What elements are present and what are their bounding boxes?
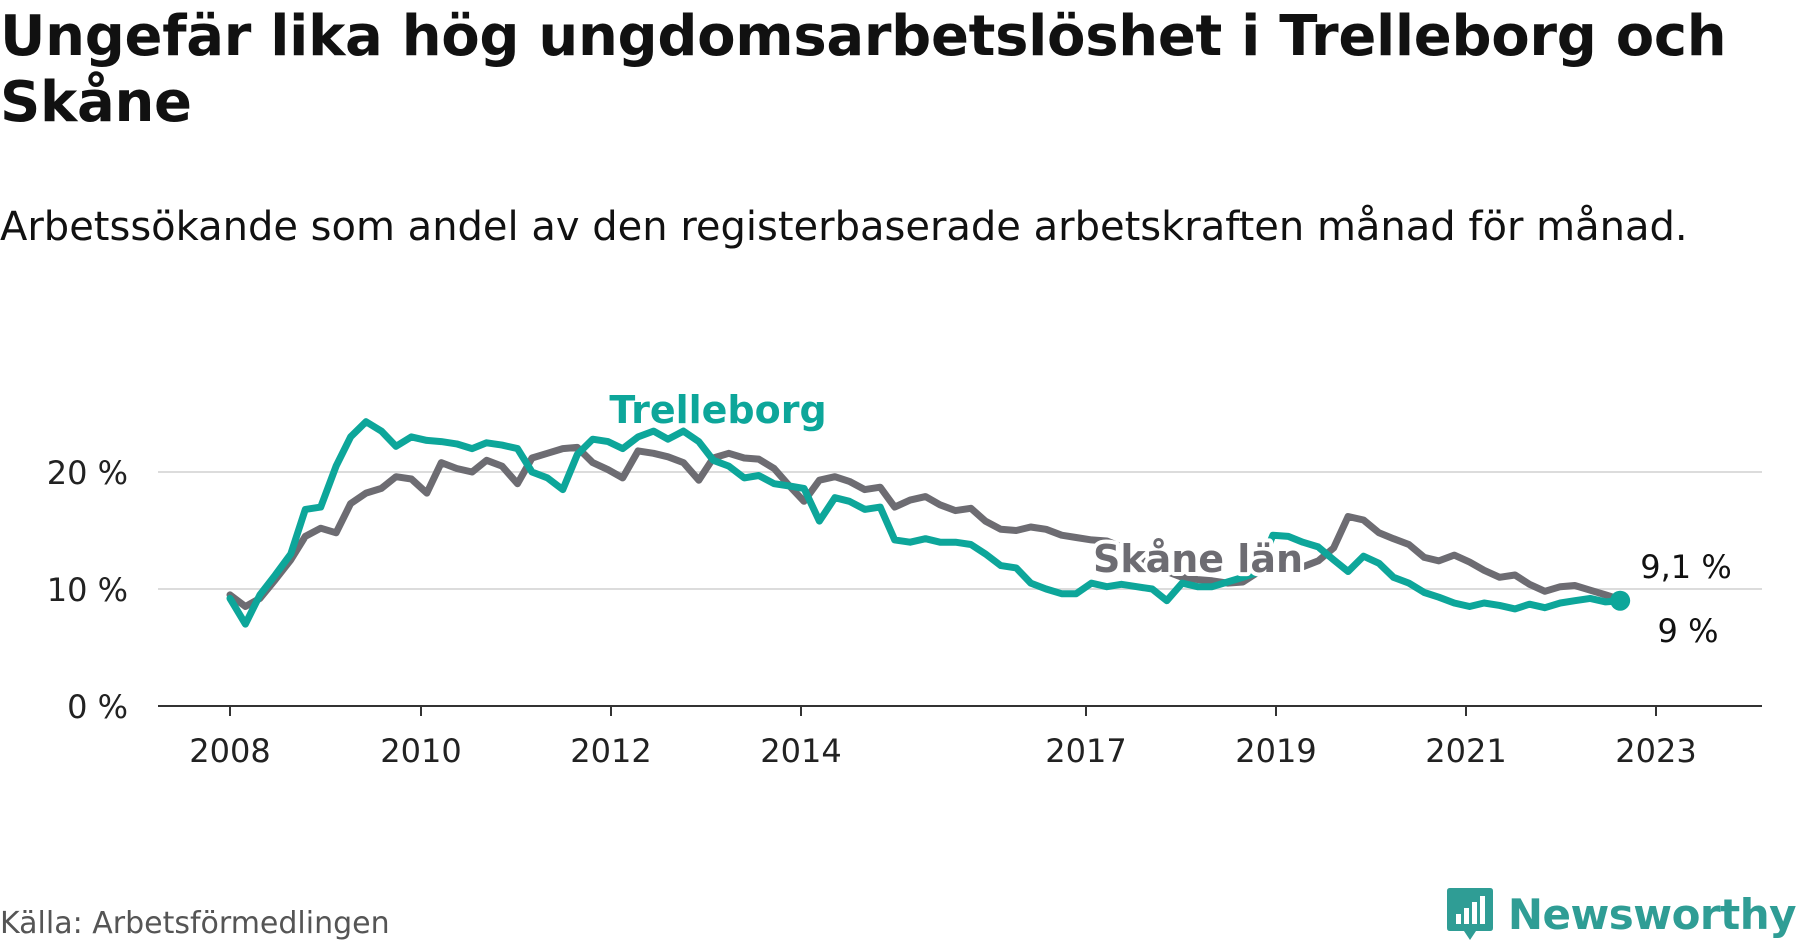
series-label-skane-lan: Skåne län <box>1093 537 1303 581</box>
series-line-trelleborg <box>226 418 1624 628</box>
x-tick-label: 2014 <box>760 732 841 770</box>
source-note: Källa: Arbetsförmedlingen <box>0 906 390 941</box>
x-tick-label: 2010 <box>380 732 461 770</box>
series-lines <box>226 418 1631 628</box>
series-label-trelleborg: Trelleborg <box>609 388 826 432</box>
y-tick-label: 10 % <box>47 571 128 609</box>
y-tick-label: 20 % <box>47 454 128 492</box>
y-tick-label: 0 % <box>67 688 128 726</box>
x-tick-label: 2008 <box>189 732 270 770</box>
series-labels: Trelleborg Skåne län 9,1 % 9 % <box>605 384 1735 654</box>
value-label-skane-lan: 9,1 % <box>1640 548 1731 586</box>
x-tick-label: 2021 <box>1425 732 1506 770</box>
x-tick-label: 2012 <box>570 732 651 770</box>
x-axis-ticks: 2008 2010 2012 2014 2017 2019 2021 2023 <box>189 706 1697 770</box>
x-tick-label: 2023 <box>1615 732 1696 770</box>
chart-subtitle: Arbetssökande som andel av den registerb… <box>0 204 1688 250</box>
chart-title: Ungefär lika hög ungdomsarbetslöshet i T… <box>0 4 1727 135</box>
value-label-trelleborg: 9 % <box>1658 612 1719 650</box>
bar-chart-badge-icon <box>1446 888 1493 940</box>
grid-lines <box>158 471 1762 590</box>
brand-name: Newsworthy <box>1507 889 1797 939</box>
x-tick-label: 2019 <box>1235 732 1316 770</box>
x-tick-label: 2017 <box>1045 732 1126 770</box>
series-line-sk-ne-l-n <box>226 443 1624 610</box>
y-axis-ticks: 0 % 10 % 20 % <box>47 454 128 726</box>
brand-logo[interactable]: Newsworthy <box>1446 886 1797 942</box>
series-endpoint-dot <box>1610 590 1631 611</box>
